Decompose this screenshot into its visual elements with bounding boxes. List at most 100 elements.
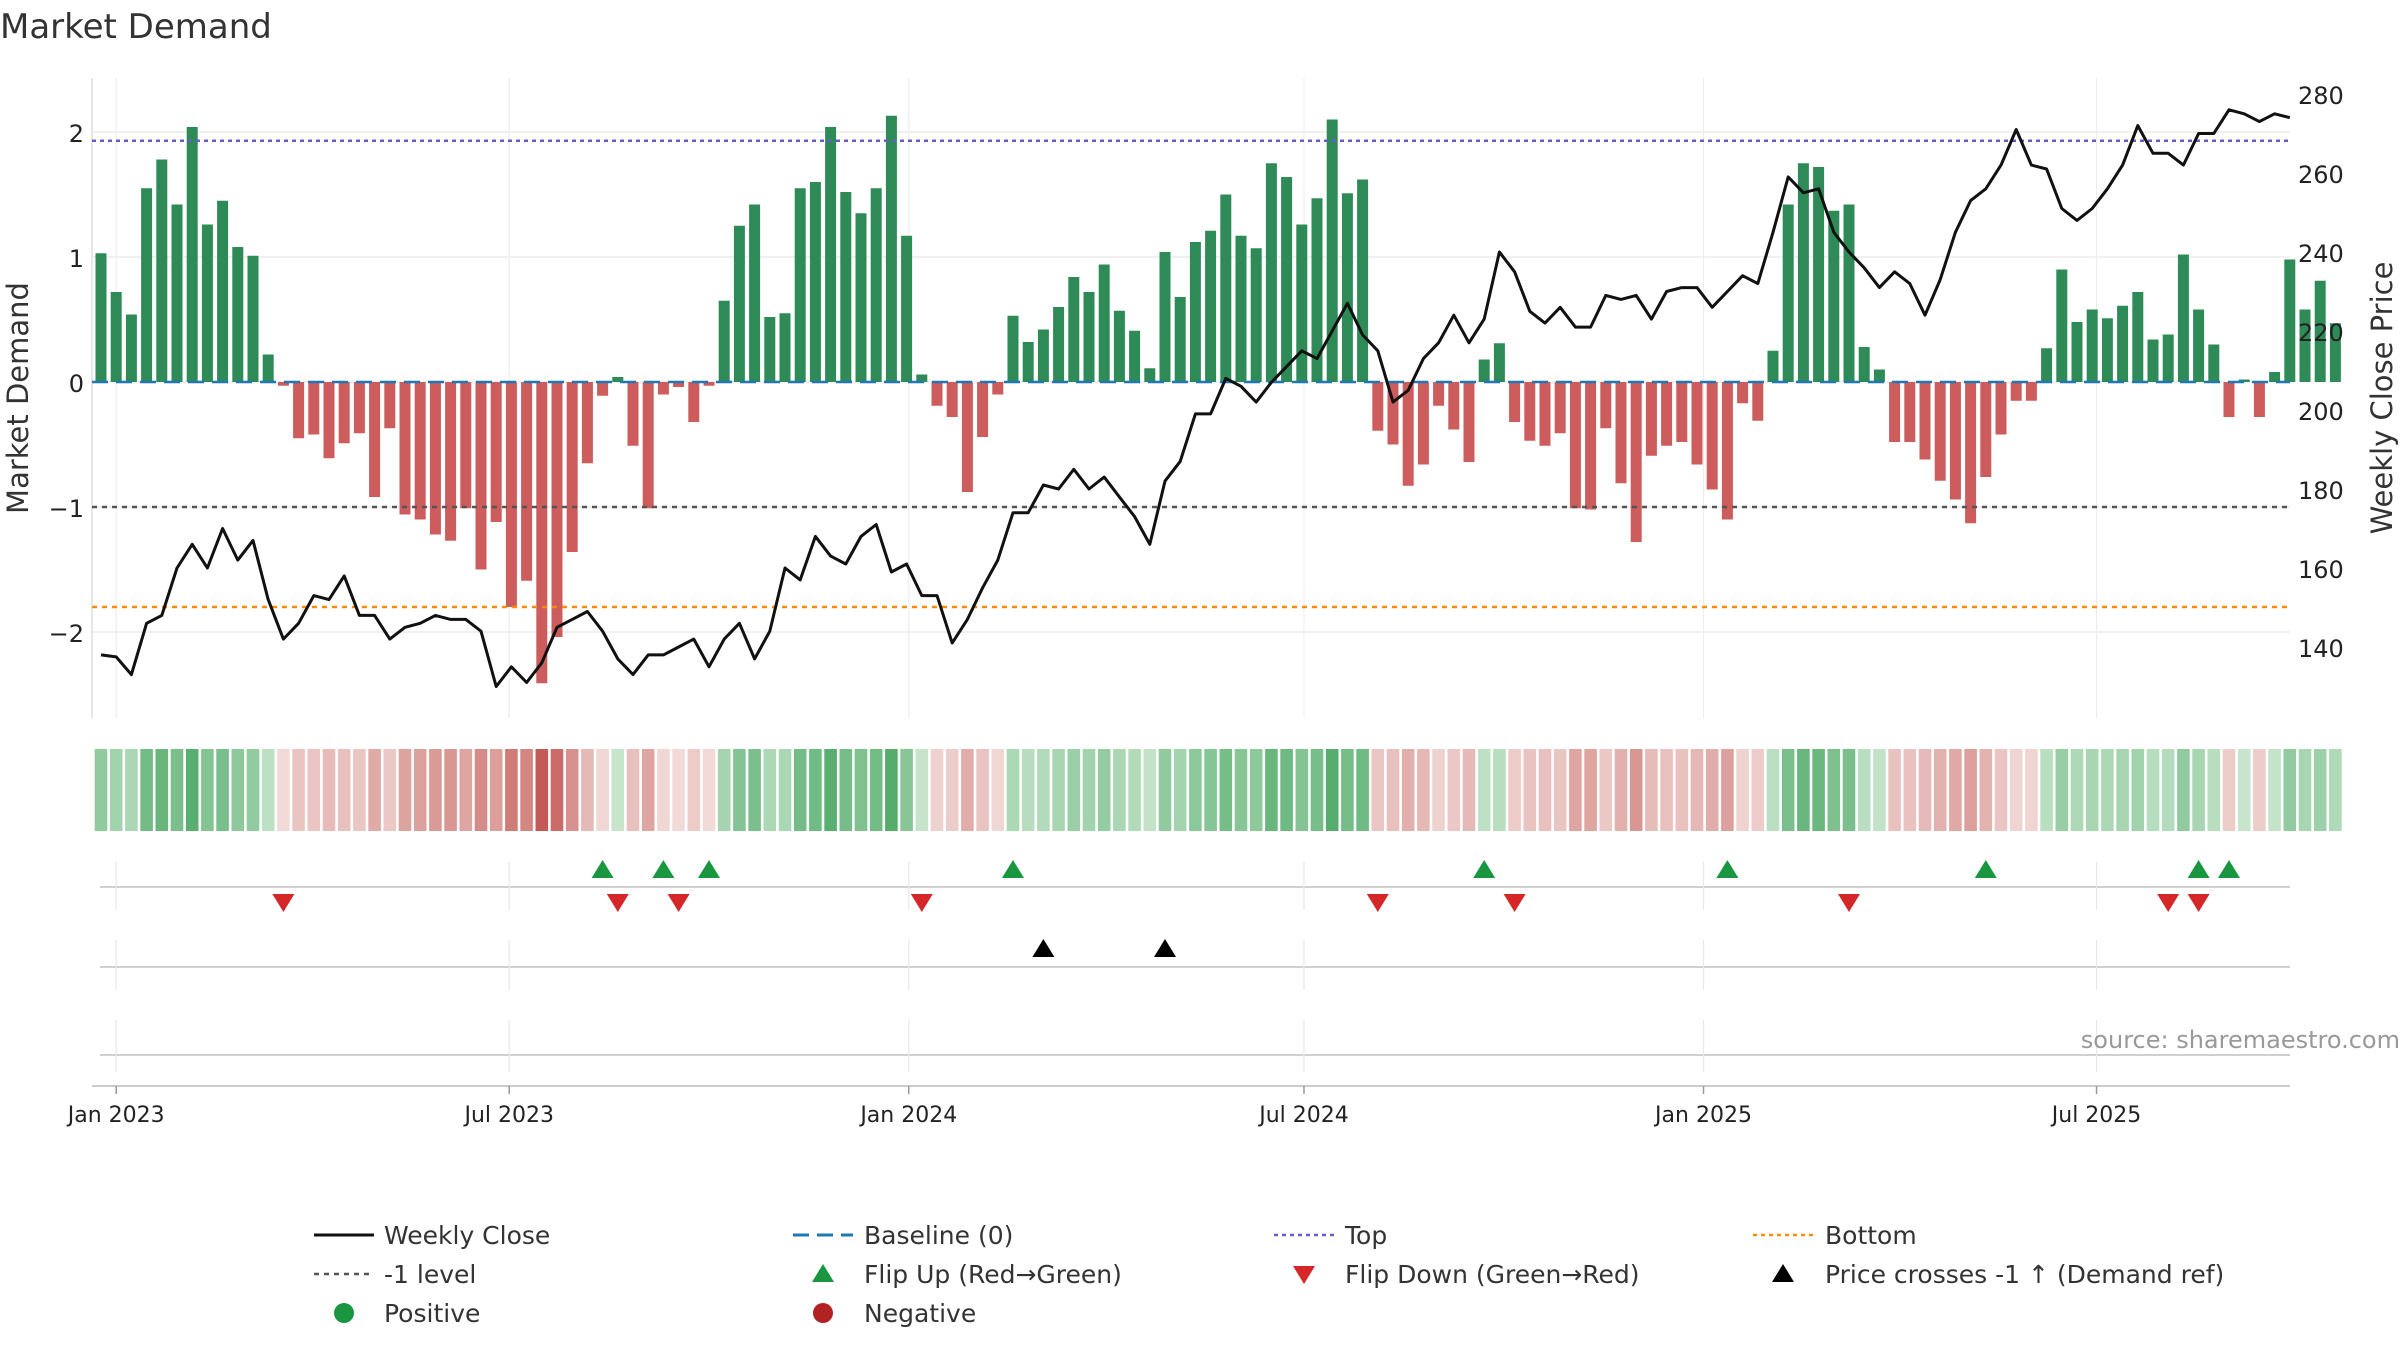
heat-cell — [1629, 749, 1643, 831]
demand-bar-negative — [1721, 382, 1733, 520]
flip-up-marker — [591, 860, 614, 878]
flip-down-marker — [667, 894, 690, 912]
heat-cell — [1675, 749, 1689, 831]
heat-cell — [1645, 749, 1658, 831]
right-axis-ticks: 280 260 240 220 200 180 160 140 — [2298, 82, 2344, 663]
demand-bar-positive — [1159, 252, 1171, 382]
heat-cell — [398, 749, 412, 831]
heat-cell — [1493, 749, 1506, 831]
demand-bar-negative — [369, 382, 381, 497]
demand-bar-positive — [1326, 119, 1338, 382]
demand-bar-positive — [232, 247, 244, 382]
heat-cell — [763, 749, 777, 831]
demand-bar-negative — [1417, 382, 1429, 465]
demand-bars — [95, 115, 2341, 684]
heat-cell — [1949, 749, 1962, 831]
demand-bar-positive — [2132, 292, 2144, 382]
y2-tick-label: 220 — [2298, 319, 2344, 347]
demand-bar-positive — [95, 253, 107, 382]
demand-bar-positive — [901, 235, 913, 382]
demand-bar-positive — [2284, 259, 2296, 382]
demand-bar-negative — [1600, 382, 1612, 429]
heat-cell — [185, 749, 199, 831]
heat-cell — [1538, 749, 1552, 831]
demand-bar-positive — [612, 377, 624, 382]
demand-bar-negative — [1965, 382, 1977, 524]
heat-cell — [505, 749, 518, 831]
demand-bar-negative — [1372, 382, 1384, 431]
heat-cell — [170, 749, 184, 831]
heat-cell — [961, 749, 974, 831]
heat-cell — [2329, 749, 2342, 831]
heat-cell — [2070, 749, 2084, 831]
demand-bar-negative — [597, 382, 609, 396]
heat-cell — [581, 749, 594, 831]
demand-bar-negative — [2010, 382, 2022, 401]
heat-cell — [429, 749, 442, 831]
demand-bar-positive — [733, 225, 745, 382]
demand-bar-positive — [2101, 318, 2113, 382]
heat-cell — [1097, 749, 1111, 831]
heat-cell — [307, 749, 321, 831]
heat-cell — [565, 749, 579, 831]
heat-cell — [1705, 749, 1719, 831]
heat-cell — [2116, 749, 2129, 831]
demand-bar-negative — [414, 382, 426, 520]
demand-bar-positive — [2071, 322, 2083, 382]
demand-bar-negative — [1402, 382, 1414, 486]
x-tick-label: Jan 2025 — [1653, 1103, 1752, 1128]
flip-down-marker — [2157, 894, 2180, 912]
x-tick-label: Jan 2023 — [66, 1103, 165, 1128]
heat-cell — [1812, 749, 1825, 831]
demand-bar-negative — [1463, 382, 1475, 462]
heat-cell — [1690, 749, 1704, 831]
heat-cell — [793, 749, 807, 831]
demand-bar-positive — [2269, 372, 2281, 382]
heat-cell — [1234, 749, 1248, 831]
heat-cell — [1462, 749, 1476, 831]
price-cross-marker — [1154, 939, 1176, 957]
heat-cell — [1584, 749, 1597, 831]
demand-bar-positive — [217, 200, 229, 382]
heat-cell — [641, 749, 655, 831]
heat-cell — [489, 749, 503, 831]
demand-bar-positive — [171, 204, 183, 382]
reference-lines — [92, 139, 2290, 609]
heat-cell — [672, 749, 685, 831]
demand-bar-positive — [1296, 224, 1308, 382]
demand-bar-negative — [2223, 382, 2235, 417]
demand-bar-positive — [2041, 348, 2053, 382]
heat-cell — [2085, 749, 2099, 831]
heat-cell — [809, 749, 822, 831]
heat-cell — [945, 749, 959, 831]
heat-cell — [1037, 749, 1050, 831]
demand-bar-negative — [277, 382, 289, 386]
heat-cell — [353, 749, 366, 831]
demand-bar-negative — [642, 382, 654, 509]
heat-cell — [687, 749, 701, 831]
demand-bar-positive — [1053, 307, 1065, 382]
legend-label: Bottom — [1825, 1221, 1917, 1250]
y2-tick-label: 180 — [2298, 477, 2344, 505]
demand-bar-negative — [308, 382, 320, 435]
legend-label: Weekly Close — [384, 1221, 550, 1250]
flip-up-marker — [1002, 860, 1024, 878]
heat-cell — [1553, 749, 1567, 831]
heat-cell — [1979, 749, 1993, 831]
legend-item-negative: Negative — [813, 1299, 976, 1328]
heat-cell — [1021, 749, 1035, 831]
chart-title: Market Demand — [0, 7, 272, 47]
y-axis-label: Market Demand — [1, 282, 35, 514]
heat-cell — [1569, 749, 1582, 831]
demand-bar-negative — [1889, 382, 1901, 442]
demand-bar-positive — [1265, 163, 1277, 382]
demand-bar-positive — [2056, 269, 2068, 382]
y2-tick-label: 200 — [2298, 398, 2344, 426]
demand-bar-negative — [1737, 382, 1749, 404]
heat-cell — [1082, 749, 1096, 831]
heat-cell — [1265, 749, 1278, 831]
demand-bar-positive — [1022, 342, 1034, 382]
y-tick-label: −2 — [49, 620, 84, 648]
heat-cell — [596, 749, 609, 831]
